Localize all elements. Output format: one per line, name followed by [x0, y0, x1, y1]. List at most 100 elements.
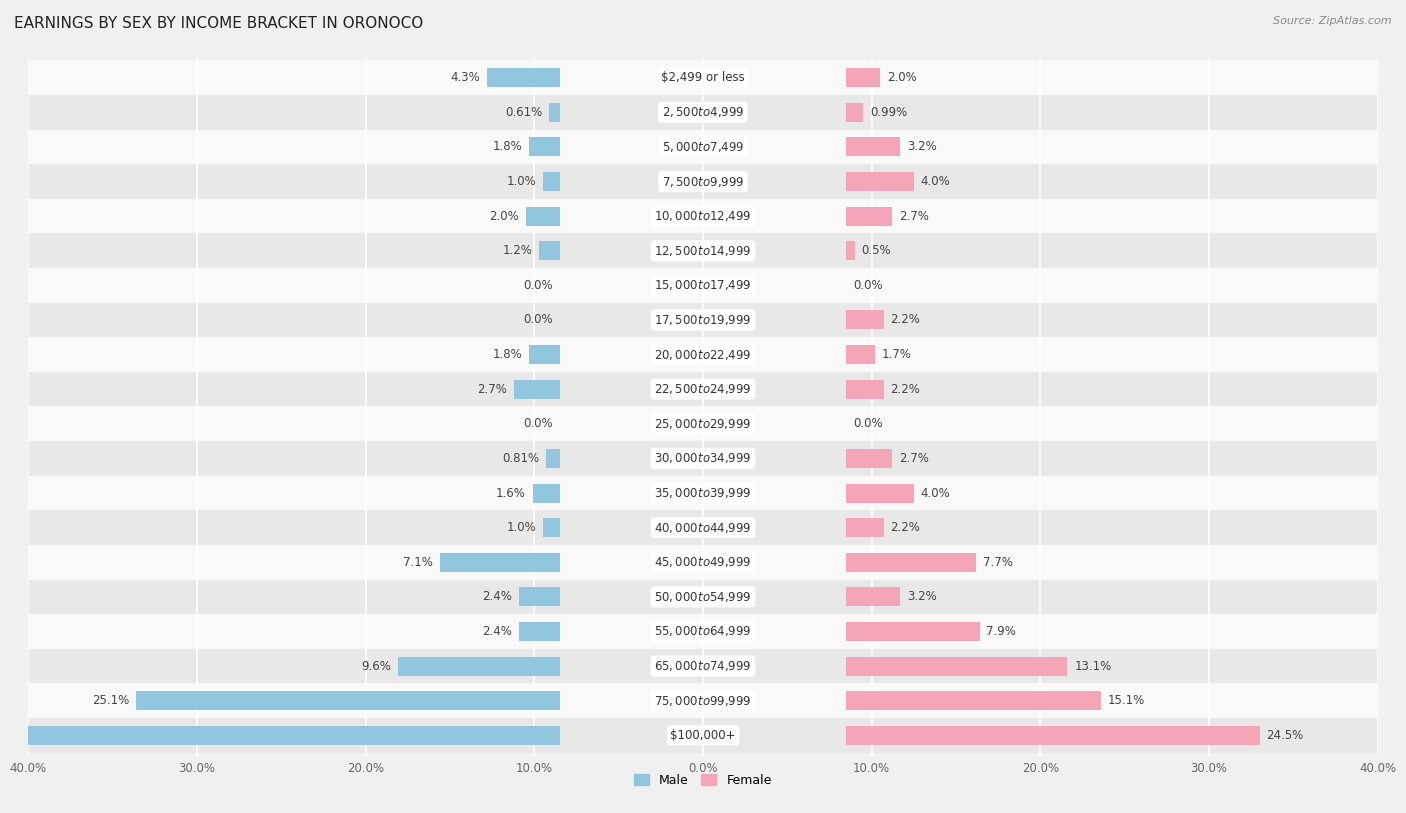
Text: 1.8%: 1.8%: [492, 348, 523, 361]
Bar: [550, 102, 560, 122]
Bar: [846, 68, 880, 87]
Text: 2.7%: 2.7%: [898, 210, 928, 223]
Text: 3.2%: 3.2%: [907, 141, 936, 154]
Text: 2.7%: 2.7%: [898, 452, 928, 465]
Text: $100,000+: $100,000+: [671, 728, 735, 741]
Bar: [28, 268, 1378, 302]
Text: $22,500 to $24,999: $22,500 to $24,999: [654, 382, 752, 396]
Text: 2.2%: 2.2%: [890, 314, 920, 327]
Bar: [28, 199, 1378, 233]
Bar: [846, 518, 883, 537]
Text: 4.0%: 4.0%: [921, 175, 950, 188]
Text: 2.2%: 2.2%: [890, 521, 920, 534]
Bar: [846, 553, 976, 572]
Text: Source: ZipAtlas.com: Source: ZipAtlas.com: [1274, 16, 1392, 26]
Bar: [846, 345, 875, 364]
Bar: [846, 484, 914, 502]
Bar: [519, 587, 560, 606]
Bar: [28, 441, 1378, 476]
Bar: [846, 241, 855, 260]
Bar: [515, 380, 560, 398]
Bar: [533, 484, 560, 502]
Text: $50,000 to $54,999: $50,000 to $54,999: [654, 590, 752, 604]
Text: 13.1%: 13.1%: [1074, 659, 1111, 672]
Text: 1.0%: 1.0%: [506, 175, 536, 188]
Bar: [28, 164, 1378, 199]
Text: 0.0%: 0.0%: [853, 279, 883, 292]
Text: 7.9%: 7.9%: [987, 625, 1017, 638]
Text: EARNINGS BY SEX BY INCOME BRACKET IN ORONOCO: EARNINGS BY SEX BY INCOME BRACKET IN ORO…: [14, 16, 423, 31]
Text: 4.3%: 4.3%: [450, 72, 481, 85]
Text: $25,000 to $29,999: $25,000 to $29,999: [654, 417, 752, 431]
Bar: [28, 580, 1378, 614]
Text: 0.0%: 0.0%: [523, 417, 553, 430]
Text: 1.6%: 1.6%: [496, 486, 526, 499]
Bar: [28, 129, 1378, 164]
Text: 1.0%: 1.0%: [506, 521, 536, 534]
Bar: [28, 476, 1378, 511]
Text: $35,000 to $39,999: $35,000 to $39,999: [654, 486, 752, 500]
Bar: [28, 372, 1378, 406]
Text: 2.7%: 2.7%: [478, 383, 508, 396]
Bar: [28, 511, 1378, 545]
Text: 25.1%: 25.1%: [93, 694, 129, 707]
Text: 2.4%: 2.4%: [482, 625, 512, 638]
Text: $12,500 to $14,999: $12,500 to $14,999: [654, 244, 752, 258]
Text: 4.0%: 4.0%: [921, 486, 950, 499]
Bar: [846, 622, 980, 641]
Text: 0.0%: 0.0%: [853, 417, 883, 430]
Text: 7.7%: 7.7%: [983, 556, 1012, 569]
Bar: [529, 345, 560, 364]
Bar: [526, 207, 560, 226]
Text: $10,000 to $12,499: $10,000 to $12,499: [654, 209, 752, 223]
Bar: [28, 337, 1378, 372]
Text: 1.7%: 1.7%: [882, 348, 911, 361]
Text: 2.0%: 2.0%: [489, 210, 519, 223]
Bar: [543, 518, 560, 537]
Bar: [846, 726, 1260, 745]
Bar: [846, 380, 883, 398]
Bar: [0, 726, 560, 745]
Text: $45,000 to $49,999: $45,000 to $49,999: [654, 555, 752, 569]
Bar: [486, 68, 560, 87]
Text: $40,000 to $44,999: $40,000 to $44,999: [654, 520, 752, 535]
Bar: [846, 311, 883, 329]
Text: $65,000 to $74,999: $65,000 to $74,999: [654, 659, 752, 673]
Text: 2.4%: 2.4%: [482, 590, 512, 603]
Bar: [546, 449, 560, 468]
Text: 9.6%: 9.6%: [361, 659, 391, 672]
Bar: [846, 691, 1101, 711]
Bar: [519, 622, 560, 641]
Bar: [28, 60, 1378, 95]
Bar: [846, 137, 900, 156]
Bar: [28, 302, 1378, 337]
Legend: Male, Female: Male, Female: [630, 769, 776, 792]
Text: $75,000 to $99,999: $75,000 to $99,999: [654, 693, 752, 707]
Text: $15,000 to $17,499: $15,000 to $17,499: [654, 278, 752, 293]
Text: 0.5%: 0.5%: [862, 244, 891, 257]
Bar: [846, 172, 914, 191]
Text: 2.2%: 2.2%: [890, 383, 920, 396]
Text: $2,500 to $4,999: $2,500 to $4,999: [662, 106, 744, 120]
Text: 0.0%: 0.0%: [523, 314, 553, 327]
Bar: [846, 657, 1067, 676]
Bar: [540, 241, 560, 260]
Bar: [28, 614, 1378, 649]
Text: 0.61%: 0.61%: [505, 106, 543, 119]
Text: 3.2%: 3.2%: [907, 590, 936, 603]
Bar: [28, 406, 1378, 441]
Bar: [440, 553, 560, 572]
Bar: [543, 172, 560, 191]
Text: $2,499 or less: $2,499 or less: [661, 72, 745, 85]
Text: 1.8%: 1.8%: [492, 141, 523, 154]
Bar: [28, 95, 1378, 129]
Bar: [846, 587, 900, 606]
Text: $30,000 to $34,999: $30,000 to $34,999: [654, 451, 752, 465]
Bar: [28, 718, 1378, 753]
Text: $20,000 to $22,499: $20,000 to $22,499: [654, 348, 752, 362]
Bar: [398, 657, 560, 676]
Bar: [846, 102, 863, 122]
Text: 1.2%: 1.2%: [503, 244, 533, 257]
Bar: [529, 137, 560, 156]
Text: $55,000 to $64,999: $55,000 to $64,999: [654, 624, 752, 638]
